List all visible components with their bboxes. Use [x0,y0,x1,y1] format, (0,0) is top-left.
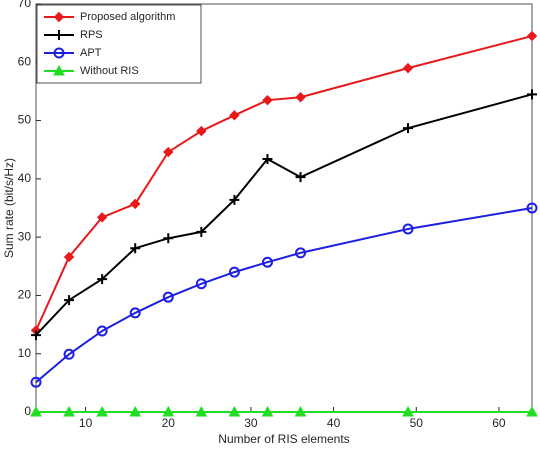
legend-label: Without RIS [80,65,139,77]
series [30,405,538,417]
marker [54,30,64,40]
y-tick-label: 40 [18,171,32,185]
marker [295,92,306,103]
marker [526,202,538,214]
legend-label: RPS [80,29,103,41]
marker [527,89,537,100]
marker [262,154,273,165]
marker [526,30,538,42]
legend: Proposed algorithm RPS APT Without RIS [36,4,202,84]
y-tick-label: 60 [18,54,32,68]
marker [262,94,273,106]
marker [64,295,75,306]
series [30,202,538,388]
y-tick-label: 10 [18,346,32,360]
marker [228,405,241,417]
marker [229,194,240,205]
marker [129,307,141,319]
marker [53,64,65,76]
y-axis-label: Sum rate (bit/s/Hz) [2,158,16,258]
marker [129,198,141,210]
marker [129,405,142,417]
marker [195,278,207,290]
marker [294,405,307,417]
series-line [35,207,533,384]
y-tick-label: 30 [18,229,32,243]
marker [53,11,65,23]
marker [195,405,208,417]
marker [63,348,75,360]
marker [402,62,414,74]
x-tick-label: 40 [327,416,341,430]
marker [53,47,65,59]
marker [163,146,174,158]
x-tick-label: 50 [410,416,424,430]
marker [96,405,108,417]
marker [63,251,75,263]
marker [229,110,240,121]
marker [526,405,538,417]
marker [402,405,414,417]
marker [97,274,108,285]
series [31,89,537,341]
marker [403,123,413,134]
marker [96,212,108,223]
marker [261,405,274,417]
marker [30,405,42,417]
x-tick-label: 20 [162,416,176,430]
marker [228,266,240,278]
marker [163,233,174,244]
marker [162,291,174,303]
marker [196,125,207,137]
marker [130,243,141,254]
x-axis-label: Number of RIS elements [218,432,349,446]
legend-label: Proposed algorithm [80,11,175,23]
marker [196,226,207,237]
marker [96,325,108,337]
y-tick-label: 20 [18,288,32,302]
x-tick-label: 10 [79,416,93,430]
marker [402,223,414,235]
y-tick-label: 0 [24,404,31,418]
series [30,30,538,336]
y-tick-label: 50 [18,113,32,127]
marker [30,376,42,388]
marker [31,330,41,341]
x-tick-label: 60 [492,416,506,430]
marker [63,405,75,417]
marker [162,405,175,417]
legend-label: APT [80,47,102,59]
y-tick-label: 70 [18,0,32,10]
marker [295,172,306,183]
marker [261,256,273,268]
x-tick-label: 30 [244,416,258,430]
marker [295,247,307,259]
